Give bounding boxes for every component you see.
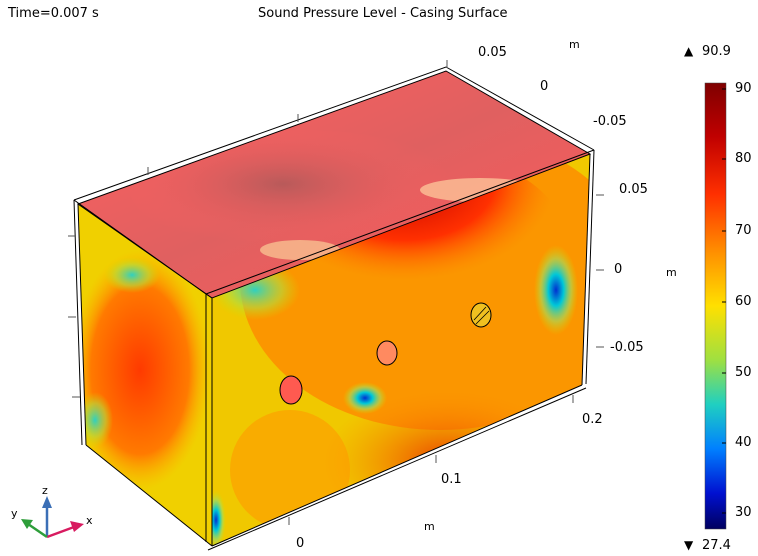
colorbar-gradient (704, 82, 727, 530)
z-tick-label: -0.05 (593, 114, 627, 129)
x-tick-label: 0.1 (441, 472, 462, 487)
triad-x-label: x (86, 514, 93, 527)
z-tick-label: 0 (540, 79, 549, 94)
port-opening-1 (279, 375, 303, 405)
x-axis-unit: m (424, 520, 435, 533)
colorbar-max-label: 90.9 (702, 44, 731, 59)
axis-tick-marks (68, 60, 604, 525)
port-opening-3 (470, 302, 492, 328)
colorbar-tick-label: 80 (735, 151, 752, 166)
triad-z-label: z (42, 484, 48, 497)
y-tick-label: -0.05 (610, 340, 644, 355)
colorbar-tick-label: 60 (735, 294, 752, 309)
box-edges (73, 66, 595, 551)
colorbar-tick-label: 90 (735, 81, 752, 96)
z-axis-unit: m (569, 38, 580, 51)
x-tick-label: 0 (296, 536, 305, 551)
triad-y-label: y (11, 507, 18, 520)
colorbar-ticks (722, 88, 726, 514)
colorbar-tick-label: 70 (735, 223, 752, 238)
port-opening-2 (376, 340, 398, 366)
time-label: Time=0.007 s (8, 6, 99, 21)
y-tick-label: 0 (614, 262, 623, 277)
plot-title: Sound Pressure Level - Casing Surface (258, 6, 508, 21)
colorbar-min-label: 27.4 (702, 538, 731, 553)
colorbar-tick-label: 50 (735, 365, 752, 380)
y-tick-label: 0.05 (619, 182, 648, 197)
colorbar-tick-label: 40 (735, 435, 752, 450)
colorbar-min-marker: ▼ (684, 538, 694, 552)
y-axis-unit: m (666, 266, 677, 279)
box-top-face (78, 71, 590, 298)
z-tick-label: 0.05 (478, 45, 507, 60)
x-tick-label: 0.2 (582, 412, 603, 427)
box-left-face (78, 204, 212, 546)
colorbar-max-marker: ▲ (684, 44, 694, 58)
colorbar-tick-label: 30 (735, 505, 752, 520)
orientation-triad (21, 496, 84, 539)
